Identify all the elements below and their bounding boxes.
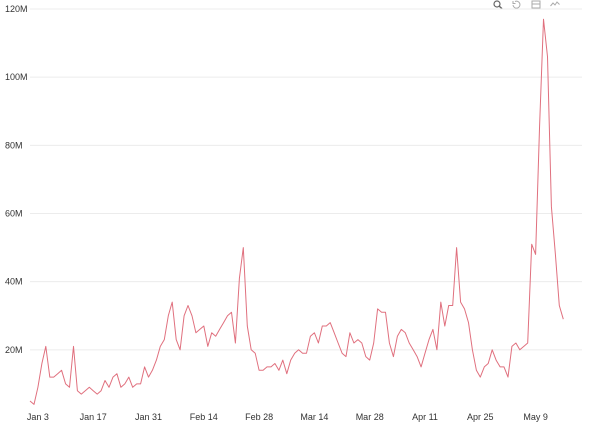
- x-tick-label: Feb 14: [190, 412, 218, 422]
- y-tick-label: 20M: [5, 345, 23, 355]
- save-image-icon[interactable]: [530, 0, 541, 9]
- y-tick-label: 80M: [5, 140, 23, 150]
- x-tick-label: Jan 3: [27, 412, 49, 422]
- series-line: [29, 18, 564, 405]
- gridlines: [30, 8, 582, 351]
- series-layer: [29, 18, 564, 405]
- zoom-reset-icon[interactable]: [511, 0, 522, 9]
- chart-toolbox: [492, 0, 560, 9]
- y-axis-ticks: 20M 40M 60M 80M 100M 120M: [5, 4, 28, 355]
- x-tick-label: May 9: [523, 412, 548, 422]
- x-tick-label: Mar 28: [356, 412, 384, 422]
- x-tick-label: Mar 14: [300, 412, 328, 422]
- y-tick-label: 60M: [5, 209, 23, 219]
- x-tick-label: Jan 17: [80, 412, 107, 422]
- restore-icon[interactable]: [549, 0, 560, 9]
- x-tick-label: Jan 31: [135, 412, 162, 422]
- x-tick-label: Apr 11: [412, 412, 438, 422]
- x-tick-label: Apr 25: [467, 412, 494, 422]
- x-axis-ticks: Jan 3 Jan 17 Jan 31 Feb 14 Feb 28 Mar 14 Mar 2…: [27, 412, 548, 422]
- zoom-icon[interactable]: [492, 0, 503, 9]
- y-tick-label: 40M: [5, 277, 23, 287]
- y-tick-label: 100M: [5, 72, 28, 82]
- y-tick-label: 120M: [5, 4, 28, 14]
- x-tick-label: Feb 28: [245, 412, 273, 422]
